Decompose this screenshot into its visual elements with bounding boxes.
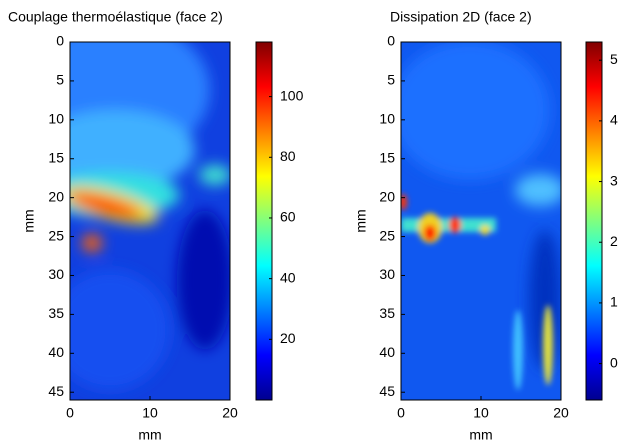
colorbar-box (255, 41, 273, 401)
x-axis-label: mm (469, 427, 492, 443)
chart-title: Couplage thermoélastique (face 2) (8, 9, 223, 25)
colorbar-tick-label: 40 (280, 269, 296, 285)
x-tick-label: 10 (473, 405, 489, 421)
y-tick-label: 30 (48, 266, 64, 282)
x-tick-label: 20 (222, 405, 238, 421)
colorbar-tick-label: 1 (610, 294, 618, 310)
heatmap-image (401, 42, 561, 400)
y-axis-label: mm (21, 209, 37, 232)
colorbar-tick-label: 5 (610, 51, 618, 67)
chart-title: Dissipation 2D (face 2) (390, 9, 532, 25)
y-tick-label: 35 (48, 305, 64, 321)
colorbar-tick-label: 60 (280, 209, 296, 225)
y-tick-label: 0 (387, 33, 395, 49)
x-tick-label: 10 (142, 405, 158, 421)
y-tick-label: 10 (48, 111, 64, 127)
colorbar-tick-label: 4 (610, 112, 618, 128)
y-tick-label: 40 (48, 344, 64, 360)
colorbar-tick-label: 100 (280, 87, 304, 103)
colorbar-tick-label: 0 (610, 354, 618, 370)
y-axis-label: mm (353, 209, 369, 232)
y-tick-label: 45 (379, 383, 395, 399)
y-tick-label: 25 (379, 227, 395, 243)
x-axis-label: mm (138, 427, 161, 443)
y-tick-label: 20 (48, 188, 64, 204)
heatmap-image (70, 42, 230, 400)
colorbar-tick-label: 2 (610, 233, 618, 249)
colorbar-tick-label: 20 (280, 330, 296, 346)
colorbar (586, 42, 602, 400)
y-tick-label: 40 (379, 344, 395, 360)
y-tick-label: 10 (379, 111, 395, 127)
colorbar (256, 42, 272, 400)
x-tick-label: 0 (66, 405, 74, 421)
colorbar-box (585, 41, 603, 401)
y-tick-label: 30 (379, 266, 395, 282)
y-tick-label: 0 (56, 33, 64, 49)
y-tick-label: 25 (48, 227, 64, 243)
x-tick-label: 0 (397, 405, 405, 421)
x-tick-label: 20 (553, 405, 569, 421)
y-tick-label: 15 (379, 149, 395, 165)
colorbar-tick-label: 80 (280, 148, 296, 164)
colorbar-tick-label: 3 (610, 172, 618, 188)
y-tick-label: 35 (379, 305, 395, 321)
y-tick-label: 15 (48, 149, 64, 165)
y-tick-label: 5 (387, 72, 395, 88)
y-tick-label: 45 (48, 383, 64, 399)
y-tick-label: 5 (56, 72, 64, 88)
y-tick-label: 20 (379, 188, 395, 204)
